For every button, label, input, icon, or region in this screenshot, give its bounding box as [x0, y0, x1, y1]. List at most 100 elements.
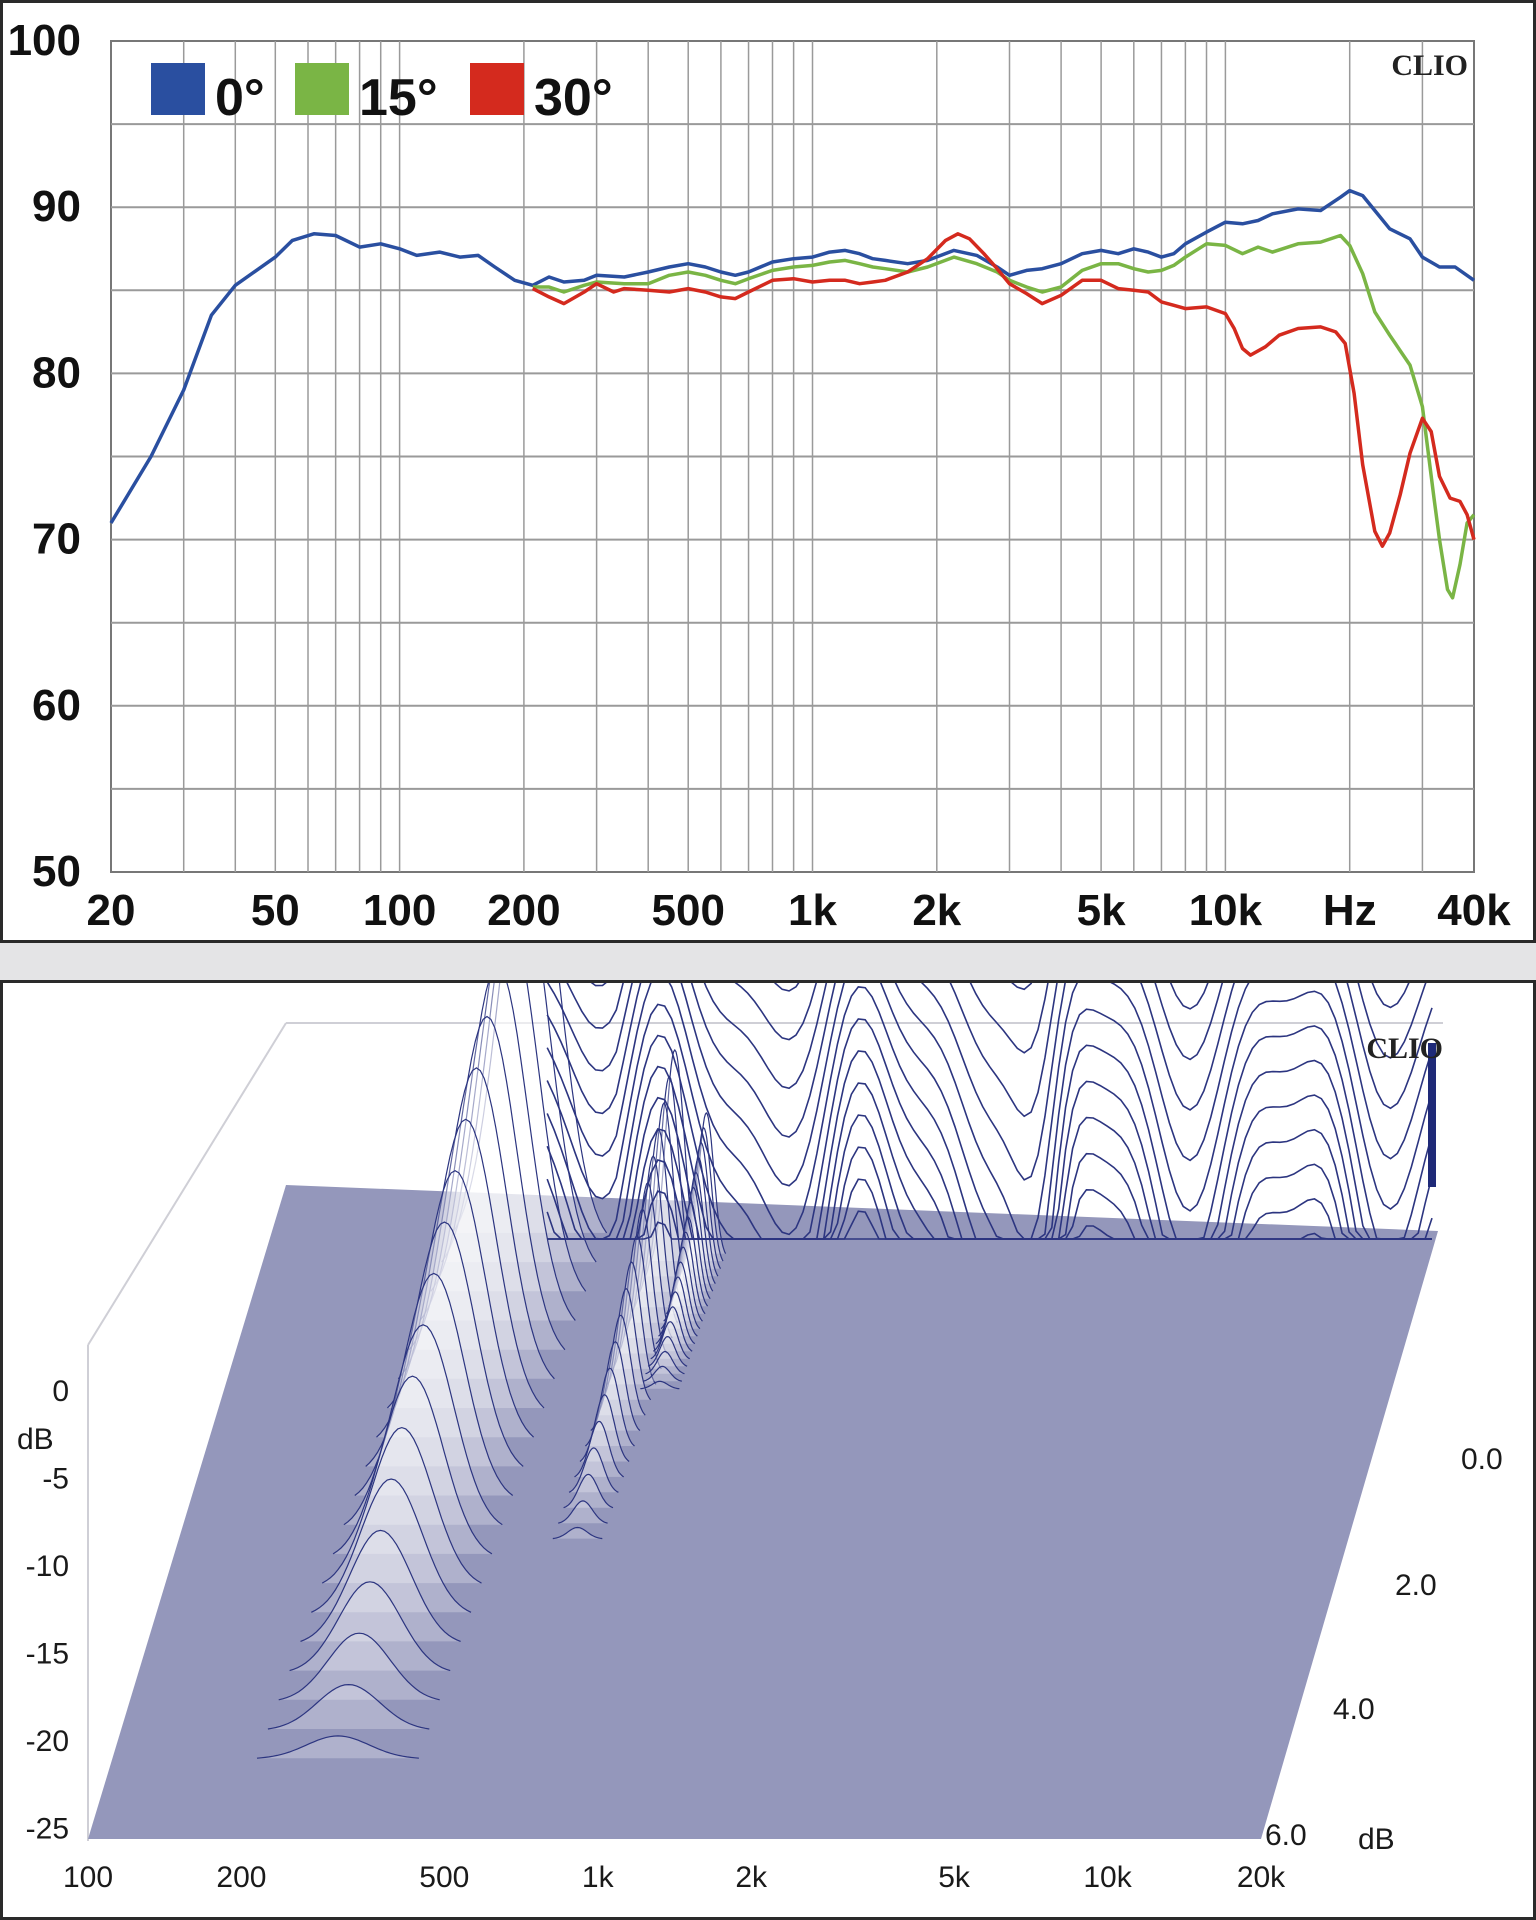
decay-ridge — [665, 1231, 706, 1315]
decay-slice — [546, 983, 1433, 1240]
decay-ridge — [321, 1426, 482, 1584]
legend: 0° 15° 30° — [151, 63, 613, 127]
legend-label: 0° — [215, 69, 265, 127]
frequency-response-chart: 0° 15° 30° 20 50 100 200 500 1k 2k 5k 10k Hz 40k 100… — [8, 16, 1512, 935]
back-edge — [1428, 1043, 1436, 1187]
decay-slice — [1011, 983, 1033, 991]
x-tick-label: 5k — [1077, 886, 1126, 935]
decay-ridge — [441, 983, 597, 1263]
decay-ridge — [419, 983, 576, 1321]
decay-ridge — [628, 1155, 678, 1323]
y-tick-label: 60 — [32, 681, 81, 730]
frequency-tick-label: 100 — [63, 1861, 113, 1894]
legend-label: 30° — [534, 69, 613, 127]
decay-ridge — [376, 1170, 535, 1438]
time-tick-label: 6.0 — [1265, 1819, 1307, 1852]
level-tick-label: -5 — [42, 1463, 69, 1496]
x-tick-label: 50 — [251, 886, 300, 935]
waterfall-frame — [87, 1022, 1443, 1841]
series-line — [531, 232, 1476, 548]
level-tick-label: -20 — [26, 1725, 69, 1758]
decay-ridge — [590, 1341, 641, 1432]
legend-swatch — [151, 63, 205, 115]
decay-ridge — [552, 1526, 603, 1540]
decay-ridge — [563, 1473, 614, 1509]
y-tick-label: 100 — [8, 16, 81, 65]
decay-ridge — [558, 1500, 608, 1524]
waterfall-floor — [88, 1185, 1438, 1839]
decay-ridge — [650, 1321, 690, 1360]
y-tick-label: 90 — [32, 182, 81, 231]
decay-slices — [546, 983, 1436, 1240]
time-tick-labels: 0.0 2.0 4.0 6.0 — [1265, 1443, 1503, 1852]
x-tick-label: 200 — [487, 886, 560, 935]
legend-swatch — [295, 63, 349, 115]
frequency-tick-label: 500 — [419, 1861, 469, 1894]
series-lines — [109, 188, 1476, 600]
y-tick-label: 80 — [32, 348, 81, 397]
x-tick-label: 1k — [788, 886, 837, 935]
decay-ridge — [640, 1380, 680, 1390]
decay-ridge — [289, 1581, 451, 1672]
frequency-tick-label: 2k — [735, 1861, 768, 1894]
y-tick-labels: 100 90 80 70 60 50 — [8, 16, 81, 896]
floor-plane — [88, 1185, 1438, 1839]
decay-slice — [546, 983, 1433, 1240]
waterfall-panel: 100 200 500 1k 2k 5k 10k 20k 0 -5 -10 -15 -20 -25 0.… — [0, 980, 1536, 1920]
level-tick-label: -25 — [26, 1813, 69, 1846]
x-tick-label: 20 — [87, 886, 136, 935]
frequency-tick-label: 200 — [216, 1861, 266, 1894]
decay-ridge — [343, 1324, 503, 1526]
decay-ridge — [642, 1365, 683, 1382]
x-tick-label: 100 — [363, 886, 436, 935]
x-tick-label: 2k — [912, 886, 961, 935]
frequency-tick-label: 1k — [582, 1861, 615, 1894]
decay-slice — [546, 983, 1433, 1240]
time-tick-label: 0.0 — [1461, 1443, 1503, 1476]
level-tick-labels: 0 -5 -10 -15 -20 -25 — [26, 1375, 69, 1846]
z-unit-label: dB — [1358, 1823, 1395, 1856]
frequency-tick-label: 10k — [1083, 1861, 1132, 1894]
decay-ridge — [256, 1735, 419, 1759]
legend-label: 15° — [359, 69, 438, 127]
level-tick-label: -10 — [26, 1550, 69, 1583]
x-tick-label: 10k — [1189, 886, 1263, 935]
x-tick-label: 500 — [652, 886, 725, 935]
y-tick-label: 50 — [32, 847, 81, 896]
plot-grid — [110, 40, 1475, 873]
frequency-tick-labels: 100 200 500 1k 2k 5k 10k 20k — [63, 1861, 1286, 1894]
series-line — [532, 233, 1476, 600]
frequency-tick-label: 20k — [1237, 1861, 1286, 1894]
decay-ridge — [386, 1118, 545, 1409]
decay-ridge — [332, 1375, 493, 1555]
decay-slice — [566, 983, 1433, 1181]
decay-ridges — [256, 983, 727, 1759]
clio-watermark: CLIO — [1391, 49, 1468, 82]
time-tick-label: 4.0 — [1333, 1693, 1375, 1726]
time-tick-label: 2.0 — [1395, 1569, 1437, 1602]
series-line — [109, 188, 1476, 524]
decay-slice — [774, 983, 1410, 1054]
decay-ridge — [311, 1478, 472, 1613]
decay-ridge — [686, 1112, 727, 1254]
decay-ridge — [397, 1067, 555, 1380]
decay-ridge — [267, 1683, 430, 1730]
x-tick-label: Hz — [1323, 886, 1377, 935]
level-tick-label: 0 — [52, 1375, 69, 1408]
decay-ridge — [606, 1261, 657, 1385]
legend-swatch — [470, 63, 524, 115]
decay-ridge — [652, 1306, 693, 1352]
clio-watermark-bottom: CLIO — [1366, 1032, 1443, 1065]
decay-ridge — [574, 1420, 625, 1478]
decay-ridge — [645, 1350, 685, 1375]
decay-ridge — [601, 1287, 652, 1401]
y-tick-label: 70 — [32, 515, 81, 564]
frequency-tick-label: 5k — [938, 1861, 971, 1894]
decay-ridge — [365, 1221, 524, 1467]
decay-slice — [590, 983, 1427, 1118]
level-tick-label: -15 — [26, 1638, 69, 1671]
z-unit-label-dB: dB — [17, 1423, 54, 1456]
cumulative-spectral-decay-chart: 100 200 500 1k 2k 5k 10k 20k 0 -5 -10 -15 -20 -25 0.… — [17, 983, 1503, 1894]
x-tick-labels: 20 50 100 200 500 1k 2k 5k 10k Hz 40k — [87, 886, 1512, 935]
decay-ridge — [278, 1632, 440, 1701]
